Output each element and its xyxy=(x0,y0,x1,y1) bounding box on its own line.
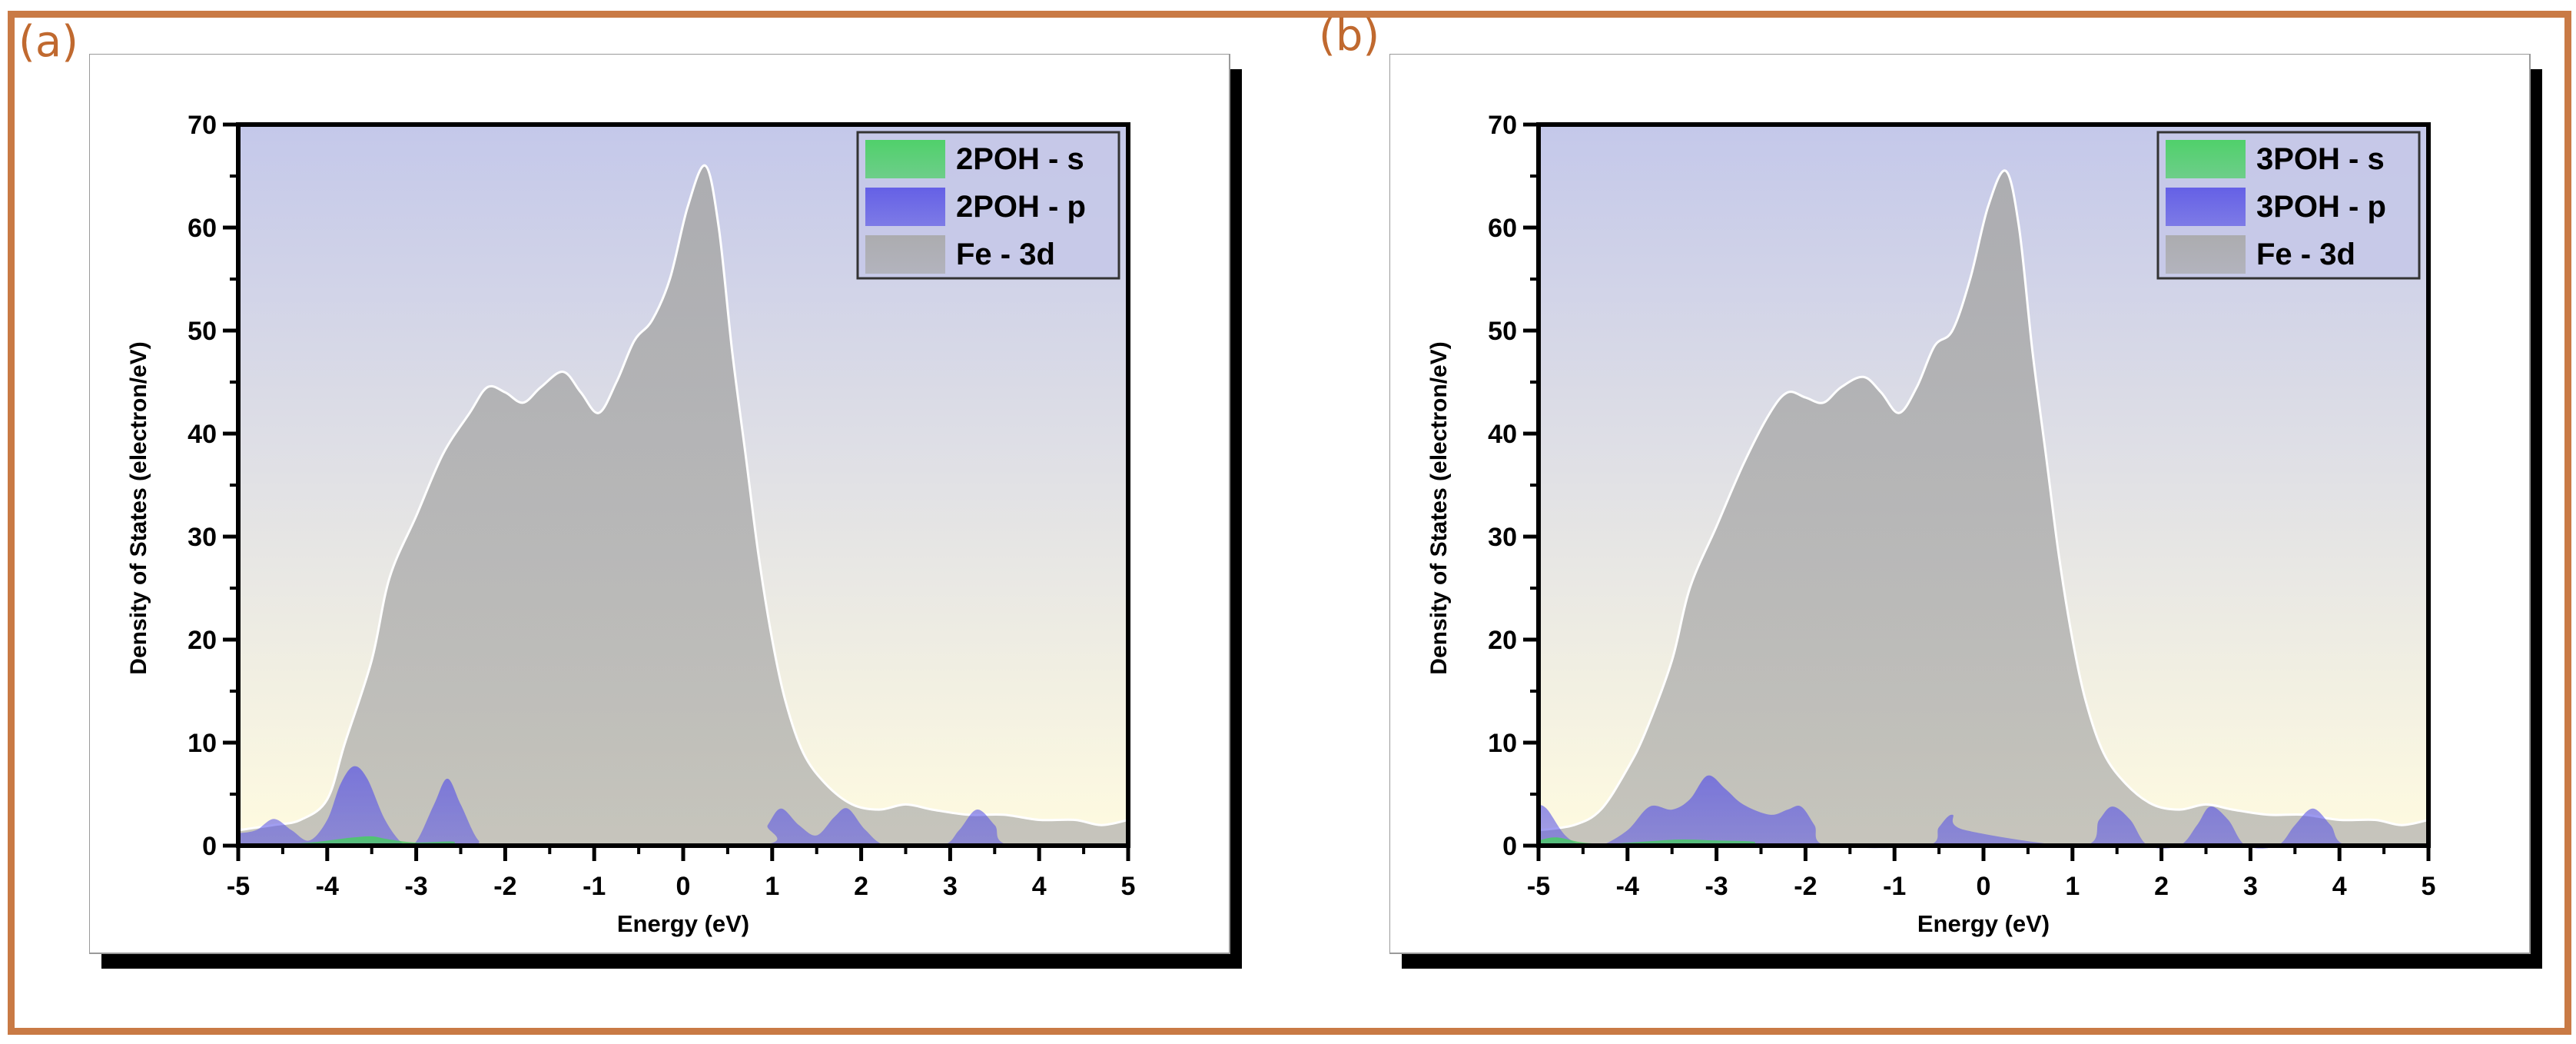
legend-swatch xyxy=(2166,235,2246,274)
x-tick-label: 1 xyxy=(2065,872,2080,901)
legend-swatch xyxy=(2166,188,2246,226)
y-tick-label: 10 xyxy=(1488,729,1517,758)
y-tick-label: 10 xyxy=(188,729,217,758)
x-tick-label: 2 xyxy=(2154,872,2169,901)
x-tick-label: 0 xyxy=(1977,872,1991,901)
series-area-fe-3d xyxy=(1537,169,2430,847)
legend-swatch xyxy=(2166,140,2246,178)
x-axis-label: Energy (eV) xyxy=(1917,910,2050,937)
y-tick-label: 0 xyxy=(202,832,217,861)
panel-label-b: (b) xyxy=(1319,11,1380,61)
legend-label: 2POH - p xyxy=(956,190,1086,224)
y-tick-label: 70 xyxy=(1488,111,1517,140)
y-axis-label: Density of States (electron/eV) xyxy=(126,341,151,674)
y-tick-label: 40 xyxy=(1488,420,1517,449)
legend-swatch xyxy=(865,235,945,274)
x-tick-label: -3 xyxy=(1705,872,1728,901)
y-tick-label: 20 xyxy=(188,626,217,655)
x-tick-label: 5 xyxy=(1121,872,1136,901)
x-tick-label: 4 xyxy=(1032,872,1047,901)
panel-label-a: (a) xyxy=(18,17,79,67)
series-area-3poh-p xyxy=(1539,775,2428,849)
legend-label: 2POH - s xyxy=(956,142,1084,176)
y-tick-label: 60 xyxy=(1488,214,1517,243)
legend-swatch xyxy=(865,140,945,178)
x-tick-label: -1 xyxy=(1883,872,1906,901)
y-tick-label: 30 xyxy=(1488,523,1517,552)
y-tick-label: 30 xyxy=(188,523,217,552)
y-tick-label: 50 xyxy=(188,317,217,346)
legend-swatch xyxy=(865,188,945,226)
x-tick-label: 3 xyxy=(2243,872,2258,901)
x-tick-label: -5 xyxy=(1527,872,1550,901)
series-area-fe-3d xyxy=(237,164,1130,847)
legend-label: 3POH - s xyxy=(2256,142,2385,176)
legend-label: 3POH - p xyxy=(2256,190,2386,224)
x-tick-label: 2 xyxy=(854,872,868,901)
x-tick-label: -2 xyxy=(1794,872,1817,901)
x-tick-label: -4 xyxy=(316,872,339,901)
x-tick-label: -3 xyxy=(404,872,427,901)
y-axis-label: Density of States (electron/eV) xyxy=(1426,341,1452,674)
series-area-2poh-p xyxy=(238,766,1128,848)
x-tick-label: -1 xyxy=(583,872,606,901)
x-tick-label: -4 xyxy=(1616,872,1639,901)
x-tick-label: -5 xyxy=(227,872,250,901)
x-tick-label: 1 xyxy=(765,872,779,901)
x-tick-label: -2 xyxy=(493,872,516,901)
x-tick-label: 4 xyxy=(2332,872,2347,901)
x-tick-label: 5 xyxy=(2422,872,2436,901)
y-tick-label: 0 xyxy=(1502,832,1517,861)
y-tick-label: 60 xyxy=(188,214,217,243)
y-tick-label: 40 xyxy=(188,420,217,449)
y-tick-label: 70 xyxy=(188,111,217,140)
y-tick-label: 50 xyxy=(1488,317,1517,346)
x-axis-label: Energy (eV) xyxy=(617,910,749,937)
x-tick-label: 3 xyxy=(943,872,958,901)
x-tick-label: 0 xyxy=(676,872,691,901)
legend-label: Fe - 3d xyxy=(956,238,1055,271)
y-tick-label: 20 xyxy=(1488,626,1517,655)
legend-label: Fe - 3d xyxy=(2256,238,2355,271)
